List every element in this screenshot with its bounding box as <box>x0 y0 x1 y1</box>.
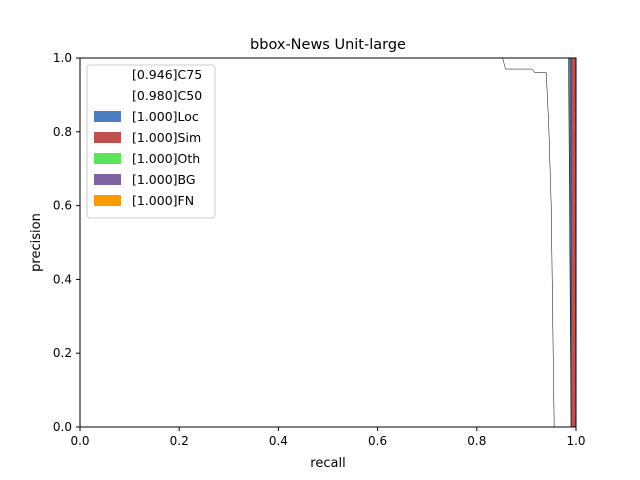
x-tick-label: 0.4 <box>269 434 288 448</box>
x-tick-label: 0.8 <box>467 434 486 448</box>
legend-label-3: [1.000]Loc <box>132 109 199 124</box>
legend-swatch-4 <box>94 132 121 143</box>
legend-label-4: [1.000]Sim <box>132 130 201 145</box>
y-tick-label: 1.0 <box>53 51 72 65</box>
legend-swatch-5 <box>94 153 121 164</box>
legend-label-1: [0.946]C75 <box>132 67 202 82</box>
plot-frame <box>79 57 577 428</box>
legend-label-7: [1.000]FN <box>132 193 194 208</box>
y-axis-label: precision <box>29 213 44 272</box>
y-tick-label: 0.0 <box>53 420 72 434</box>
legend-label-6: [1.000]BG <box>132 172 196 187</box>
legend-swatch-7 <box>94 195 121 206</box>
series-line-1 <box>80 57 555 428</box>
y-tick-label: 0.2 <box>53 346 72 360</box>
x-tick-label: 0.2 <box>170 434 189 448</box>
y-tick-label: 0.4 <box>53 272 72 286</box>
y-tick-label: 0.8 <box>53 125 72 139</box>
x-tick-label: 1.0 <box>566 434 585 448</box>
y-tick-label: 0.6 <box>53 199 72 213</box>
legend-swatch-6 <box>94 174 121 185</box>
chart-title: bbox-News Unit-large <box>250 37 406 53</box>
legend-label-2: [0.980]C50 <box>132 88 202 103</box>
x-tick-label: 0.0 <box>70 434 89 448</box>
x-axis-label: recall <box>310 456 345 471</box>
legend-swatch-3 <box>94 111 121 122</box>
legend-label-5: [1.000]Oth <box>132 151 200 166</box>
x-tick-label: 0.6 <box>368 434 387 448</box>
